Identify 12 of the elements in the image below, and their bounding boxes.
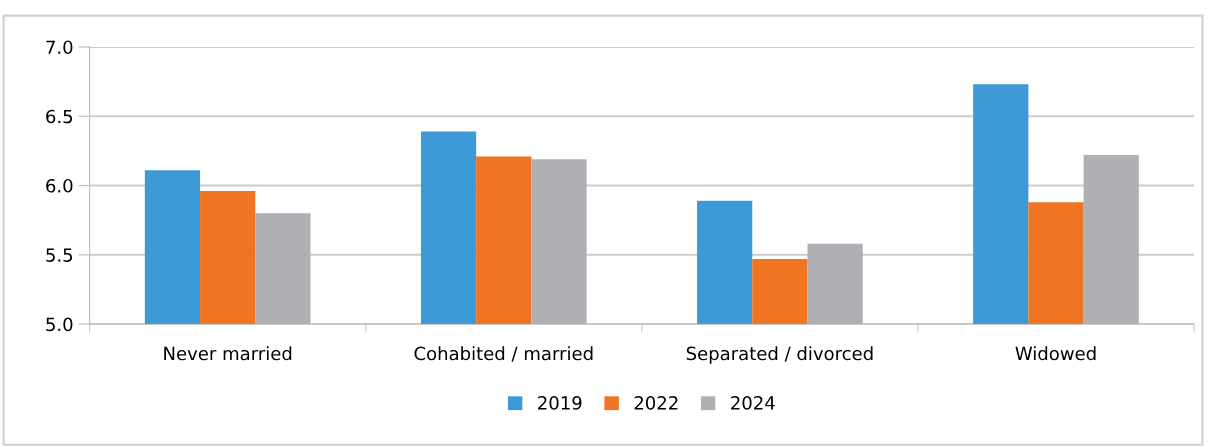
x-tick-label: Widowed — [1015, 346, 1096, 361]
y-tick-label: 5.0 — [46, 317, 73, 332]
y-tick-label: 6.5 — [46, 109, 73, 124]
x-tick-label: Separated / divorced — [686, 346, 873, 364]
x-tick-label: Never married — [164, 346, 292, 361]
y-tick-label: 7.0 — [46, 40, 73, 55]
y-tick-label: 6.0 — [46, 178, 73, 193]
legend-label: 2022 — [634, 396, 678, 410]
x-tick-label: Cohabited / married — [414, 346, 593, 362]
y-tick-label: 5.5 — [46, 248, 73, 262]
legend-label: 2019 — [538, 396, 582, 410]
legend-label: 2024 — [731, 396, 775, 410]
